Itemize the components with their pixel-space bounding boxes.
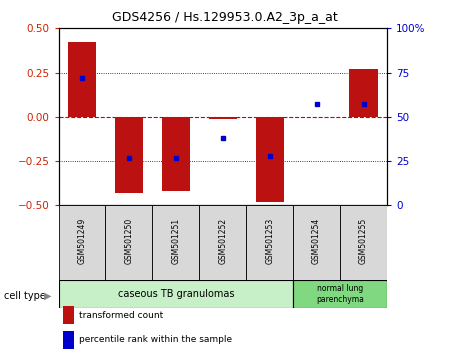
Bar (115, 117, 143, 193)
Bar (293, 280, 387, 308)
Bar (68, 42, 96, 117)
Text: ▶: ▶ (44, 291, 51, 301)
Bar (162, 117, 190, 191)
Text: normal lung
parenchyma: normal lung parenchyma (316, 284, 364, 304)
Bar (58, 280, 293, 308)
Text: GDS4256 / Hs.129953.0.A2_3p_a_at: GDS4256 / Hs.129953.0.A2_3p_a_at (112, 11, 338, 24)
Text: GSM501250: GSM501250 (124, 218, 133, 264)
Text: GSM501251: GSM501251 (171, 218, 180, 264)
Text: transformed count: transformed count (79, 310, 163, 320)
Text: GSM501249: GSM501249 (77, 218, 86, 264)
Text: GSM501255: GSM501255 (359, 218, 368, 264)
Bar (256, 117, 284, 202)
Text: GSM501252: GSM501252 (218, 218, 227, 264)
Bar (246, 205, 293, 280)
Bar (105, 205, 153, 280)
Text: GSM501254: GSM501254 (312, 218, 321, 264)
Bar (350, 69, 378, 117)
Bar (199, 205, 246, 280)
Bar (340, 205, 387, 280)
Bar (153, 205, 199, 280)
Bar (293, 205, 340, 280)
Text: cell type: cell type (4, 291, 46, 301)
Text: caseous TB granulomas: caseous TB granulomas (117, 289, 234, 299)
Bar (58, 205, 105, 280)
Bar (209, 117, 237, 119)
Text: percentile rank within the sample: percentile rank within the sample (79, 335, 232, 344)
Text: GSM501253: GSM501253 (265, 218, 274, 264)
